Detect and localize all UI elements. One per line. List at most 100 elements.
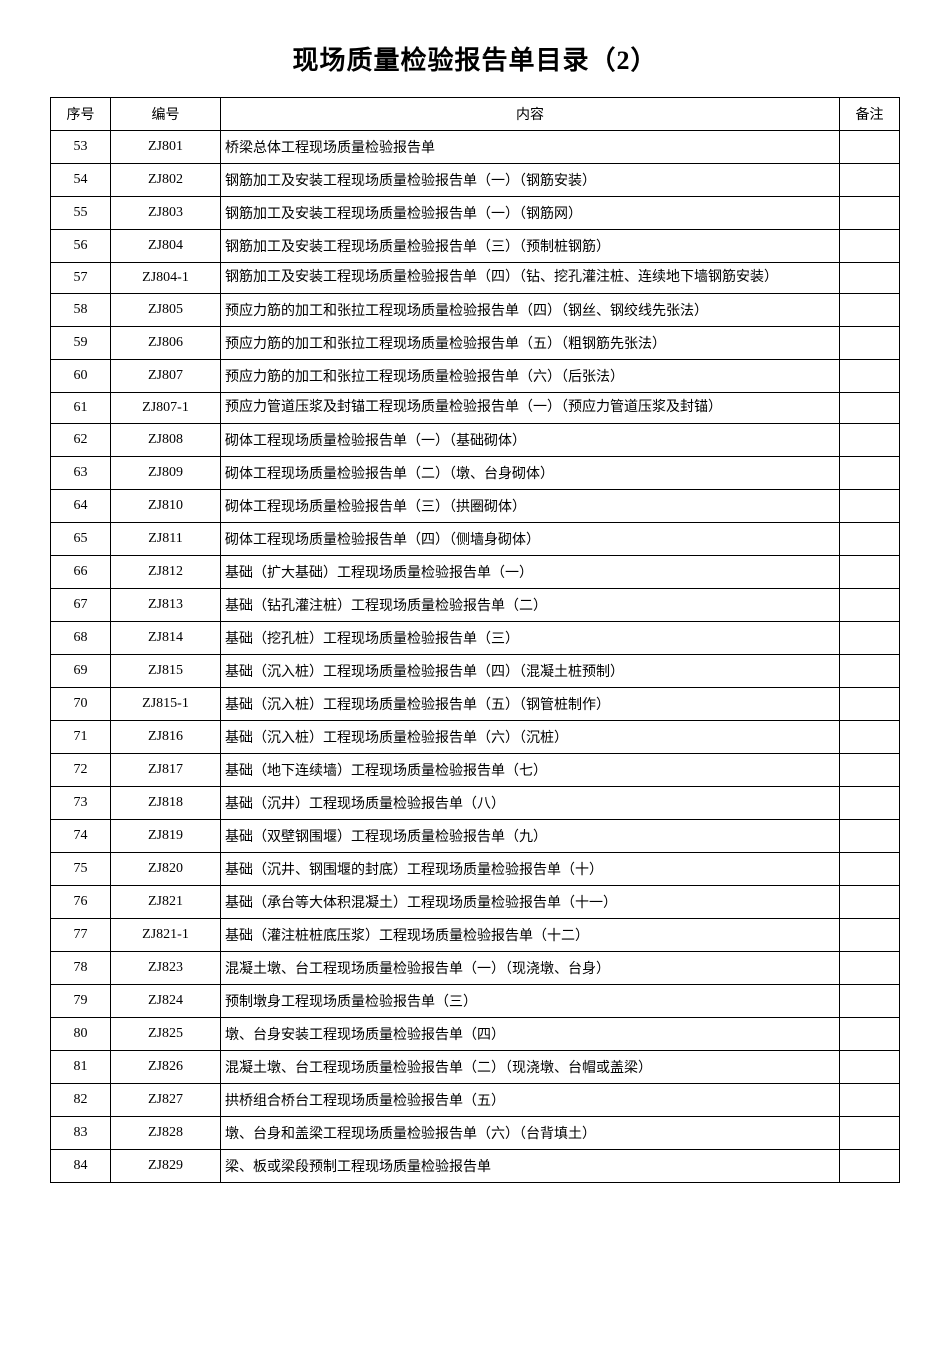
cell-code: ZJ809: [111, 457, 221, 490]
table-row: 64ZJ810砌体工程现场质量检验报告单（三）（拱圈砌体）: [51, 490, 900, 523]
cell-seq: 63: [51, 457, 111, 490]
table-row: 54ZJ802钢筋加工及安装工程现场质量检验报告单（一）（钢筋安装）: [51, 164, 900, 197]
table-row: 70ZJ815-1基础（沉入桩）工程现场质量检验报告单（五）（钢管桩制作）: [51, 688, 900, 721]
cell-remark: [840, 886, 900, 919]
cell-seq: 72: [51, 754, 111, 787]
cell-content: 基础（挖孔桩）工程现场质量检验报告单（三）: [221, 622, 840, 655]
cell-remark: [840, 1018, 900, 1051]
cell-content: 砌体工程现场质量检验报告单（一）（基础砌体）: [221, 424, 840, 457]
cell-seq: 84: [51, 1150, 111, 1183]
table-row: 79ZJ824预制墩身工程现场质量检验报告单（三）: [51, 985, 900, 1018]
table-row: 58ZJ805预应力筋的加工和张拉工程现场质量检验报告单（四）（钢丝、钢绞线先张…: [51, 294, 900, 327]
cell-content: 预制墩身工程现场质量检验报告单（三）: [221, 985, 840, 1018]
table-row: 55ZJ803钢筋加工及安装工程现场质量检验报告单（一）（钢筋网）: [51, 197, 900, 230]
cell-code: ZJ801: [111, 131, 221, 164]
cell-content: 钢筋加工及安装工程现场质量检验报告单（三）（预制桩钢筋）: [221, 230, 840, 263]
cell-remark: [840, 1084, 900, 1117]
cell-seq: 61: [51, 393, 111, 424]
cell-seq: 53: [51, 131, 111, 164]
cell-remark: [840, 327, 900, 360]
cell-seq: 80: [51, 1018, 111, 1051]
cell-seq: 70: [51, 688, 111, 721]
table-row: 80ZJ825墩、台身安装工程现场质量检验报告单（四）: [51, 1018, 900, 1051]
cell-seq: 77: [51, 919, 111, 952]
table-row: 60ZJ807预应力筋的加工和张拉工程现场质量检验报告单（六）（后张法）: [51, 360, 900, 393]
cell-code: ZJ804-1: [111, 263, 221, 294]
cell-code: ZJ827: [111, 1084, 221, 1117]
cell-remark: [840, 985, 900, 1018]
cell-seq: 55: [51, 197, 111, 230]
cell-code: ZJ817: [111, 754, 221, 787]
cell-code: ZJ818: [111, 787, 221, 820]
cell-remark: [840, 952, 900, 985]
cell-code: ZJ815-1: [111, 688, 221, 721]
cell-content: 墩、台身安装工程现场质量检验报告单（四）: [221, 1018, 840, 1051]
cell-remark: [840, 393, 900, 424]
cell-code: ZJ811: [111, 523, 221, 556]
cell-content: 拱桥组合桥台工程现场质量检验报告单（五）: [221, 1084, 840, 1117]
cell-remark: [840, 622, 900, 655]
cell-remark: [840, 688, 900, 721]
cell-remark: [840, 523, 900, 556]
cell-remark: [840, 164, 900, 197]
cell-remark: [840, 360, 900, 393]
cell-code: ZJ825: [111, 1018, 221, 1051]
table-row: 84ZJ829梁、板或梁段预制工程现场质量检验报告单: [51, 1150, 900, 1183]
cell-content: 预应力管道压浆及封锚工程现场质量检验报告单（一）（预应力管道压浆及封锚）: [221, 393, 840, 424]
cell-remark: [840, 754, 900, 787]
cell-content: 基础（沉井）工程现场质量检验报告单（八）: [221, 787, 840, 820]
table-row: 62ZJ808砌体工程现场质量检验报告单（一）（基础砌体）: [51, 424, 900, 457]
cell-code: ZJ808: [111, 424, 221, 457]
table-row: 63ZJ809砌体工程现场质量检验报告单（二）（墩、台身砌体）: [51, 457, 900, 490]
cell-seq: 58: [51, 294, 111, 327]
header-code: 编号: [111, 98, 221, 131]
header-content: 内容: [221, 98, 840, 131]
cell-content: 基础（沉入桩）工程现场质量检验报告单（四）（混凝土桩预制）: [221, 655, 840, 688]
cell-code: ZJ828: [111, 1117, 221, 1150]
table-row: 82ZJ827拱桥组合桥台工程现场质量检验报告单（五）: [51, 1084, 900, 1117]
cell-content: 基础（沉井、钢围堰的封底）工程现场质量检验报告单（十）: [221, 853, 840, 886]
cell-seq: 73: [51, 787, 111, 820]
cell-remark: [840, 556, 900, 589]
cell-content: 基础（钻孔灌注桩）工程现场质量检验报告单（二）: [221, 589, 840, 622]
table-header-row: 序号 编号 内容 备注: [51, 98, 900, 131]
cell-code: ZJ803: [111, 197, 221, 230]
table-row: 56ZJ804钢筋加工及安装工程现场质量检验报告单（三）（预制桩钢筋）: [51, 230, 900, 263]
cell-seq: 57: [51, 263, 111, 294]
cell-code: ZJ824: [111, 985, 221, 1018]
cell-remark: [840, 457, 900, 490]
cell-content: 墩、台身和盖梁工程现场质量检验报告单（六）（台背填土）: [221, 1117, 840, 1150]
cell-seq: 65: [51, 523, 111, 556]
cell-code: ZJ806: [111, 327, 221, 360]
cell-remark: [840, 294, 900, 327]
table-row: 65ZJ811砌体工程现场质量检验报告单（四）（侧墙身砌体）: [51, 523, 900, 556]
cell-remark: [840, 919, 900, 952]
cell-remark: [840, 1150, 900, 1183]
cell-seq: 71: [51, 721, 111, 754]
cell-seq: 79: [51, 985, 111, 1018]
cell-content: 混凝土墩、台工程现场质量检验报告单（一）（现浇墩、台身）: [221, 952, 840, 985]
cell-code: ZJ813: [111, 589, 221, 622]
cell-code: ZJ807-1: [111, 393, 221, 424]
cell-remark: [840, 197, 900, 230]
cell-content: 基础（双壁钢围堰）工程现场质量检验报告单（九）: [221, 820, 840, 853]
cell-remark: [840, 1117, 900, 1150]
cell-seq: 54: [51, 164, 111, 197]
cell-remark: [840, 230, 900, 263]
cell-code: ZJ821: [111, 886, 221, 919]
cell-seq: 74: [51, 820, 111, 853]
cell-seq: 62: [51, 424, 111, 457]
cell-content: 预应力筋的加工和张拉工程现场质量检验报告单（六）（后张法）: [221, 360, 840, 393]
table-row: 75ZJ820基础（沉井、钢围堰的封底）工程现场质量检验报告单（十）: [51, 853, 900, 886]
table-row: 68ZJ814基础（挖孔桩）工程现场质量检验报告单（三）: [51, 622, 900, 655]
cell-code: ZJ823: [111, 952, 221, 985]
cell-content: 桥梁总体工程现场质量检验报告单: [221, 131, 840, 164]
table-row: 78ZJ823混凝土墩、台工程现场质量检验报告单（一）（现浇墩、台身）: [51, 952, 900, 985]
cell-content: 基础（地下连续墙）工程现场质量检验报告单（七）: [221, 754, 840, 787]
cell-seq: 68: [51, 622, 111, 655]
table-row: 81ZJ826混凝土墩、台工程现场质量检验报告单（二）（现浇墩、台帽或盖梁）: [51, 1051, 900, 1084]
cell-remark: [840, 424, 900, 457]
cell-seq: 64: [51, 490, 111, 523]
cell-content: 基础（承台等大体积混凝土）工程现场质量检验报告单（十一）: [221, 886, 840, 919]
cell-seq: 60: [51, 360, 111, 393]
